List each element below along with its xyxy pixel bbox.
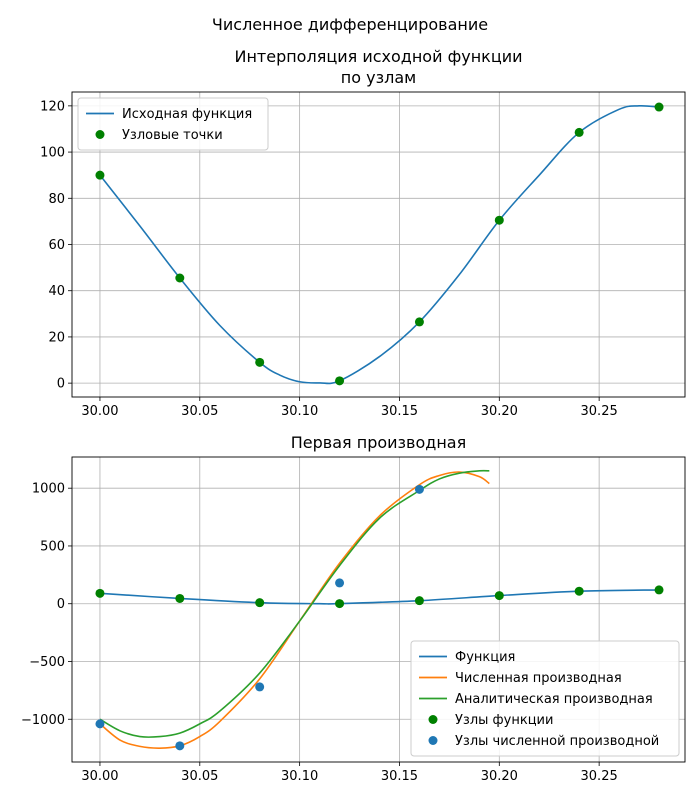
axes-frame: [71, 456, 686, 763]
legend-entry: Узловые точки: [122, 128, 223, 143]
legend: Исходная функция Узловые точки: [77, 97, 269, 151]
y-tick-label: 100: [40, 146, 65, 161]
x-tick-label: 30.00: [81, 404, 118, 419]
axes-title: Интерполяция исходной функции: [234, 47, 522, 66]
axes-title: Первая производная: [291, 433, 466, 452]
data-point: [175, 593, 185, 603]
data-point: [255, 598, 265, 608]
data-point: [175, 273, 185, 283]
data-point: [95, 719, 105, 729]
data-point: [175, 741, 185, 751]
y-tick-label: −500: [29, 655, 65, 670]
legend-entry: Узлы численной производной: [455, 734, 659, 749]
data-point: [574, 127, 584, 137]
figure-suptitle: Численное дифференцирование: [212, 15, 488, 34]
legend-entry: Узлы функции: [455, 713, 553, 728]
series-line: [99, 469, 490, 738]
legend-entry: Функция: [455, 650, 515, 665]
data-point: [494, 591, 504, 601]
legend-entry: Аналитическая производная: [455, 692, 653, 707]
y-tick-label: 40: [48, 284, 65, 299]
legend-entry: Численная производная: [455, 671, 622, 686]
data-point: [255, 357, 265, 367]
x-tick-label: 30.25: [581, 769, 618, 784]
data-point: [414, 317, 424, 327]
y-tick-label: 80: [48, 192, 65, 207]
data-point: [414, 484, 424, 494]
y-tick-label: −1000: [21, 713, 65, 728]
legend-marker-swatch: [428, 715, 438, 724]
data-point: [335, 578, 345, 588]
y-tick-label: 0: [57, 597, 65, 612]
legend: Функция Численная производная Аналитическа…: [410, 640, 680, 757]
y-tick-label: 60: [48, 238, 65, 253]
plot-interpolation: Интерполяция исходной функции по узлам 30.…: [40, 47, 686, 419]
data-point: [574, 586, 584, 596]
y-tick-label: 120: [40, 99, 65, 114]
x-tick-label: 30.10: [281, 404, 318, 419]
x-tick-label: 30.15: [381, 404, 418, 419]
x-tick-label: 30.00: [81, 769, 118, 784]
x-tick-label: 30.05: [181, 404, 218, 419]
y-tick-label: 20: [48, 330, 65, 345]
legend-box: [410, 640, 680, 757]
x-tick-label: 30.20: [481, 404, 518, 419]
grid: [72, 92, 685, 397]
data-point: [255, 682, 265, 692]
data-point: [654, 102, 664, 112]
data-point: [95, 170, 105, 180]
axes-title: по узлам: [341, 68, 416, 87]
y-tick-label: 0: [57, 377, 65, 392]
legend-entry: Исходная функция: [122, 107, 252, 122]
data-point: [414, 596, 424, 606]
y-tick-label: 1000: [32, 482, 65, 497]
data-point: [494, 215, 504, 225]
x-tick-label: 30.25: [581, 404, 618, 419]
data-point: [335, 599, 345, 609]
series-line: [99, 471, 490, 749]
plot-first-derivative: Первая производная 30.00 30.05 30.10 30.15 30…: [21, 433, 686, 784]
legend-box: [77, 97, 269, 151]
x-tick-label: 30.10: [281, 769, 318, 784]
data-point: [335, 376, 345, 386]
data-point: [95, 588, 105, 598]
y-tick-label: 500: [40, 539, 65, 554]
legend-marker-swatch: [428, 736, 438, 745]
axes-frame: [71, 91, 686, 398]
data-point: [654, 585, 664, 595]
x-tick-label: 30.15: [381, 769, 418, 784]
x-tick-label: 30.20: [481, 769, 518, 784]
legend-marker-swatch: [95, 130, 105, 139]
x-tick-label: 30.05: [181, 769, 218, 784]
